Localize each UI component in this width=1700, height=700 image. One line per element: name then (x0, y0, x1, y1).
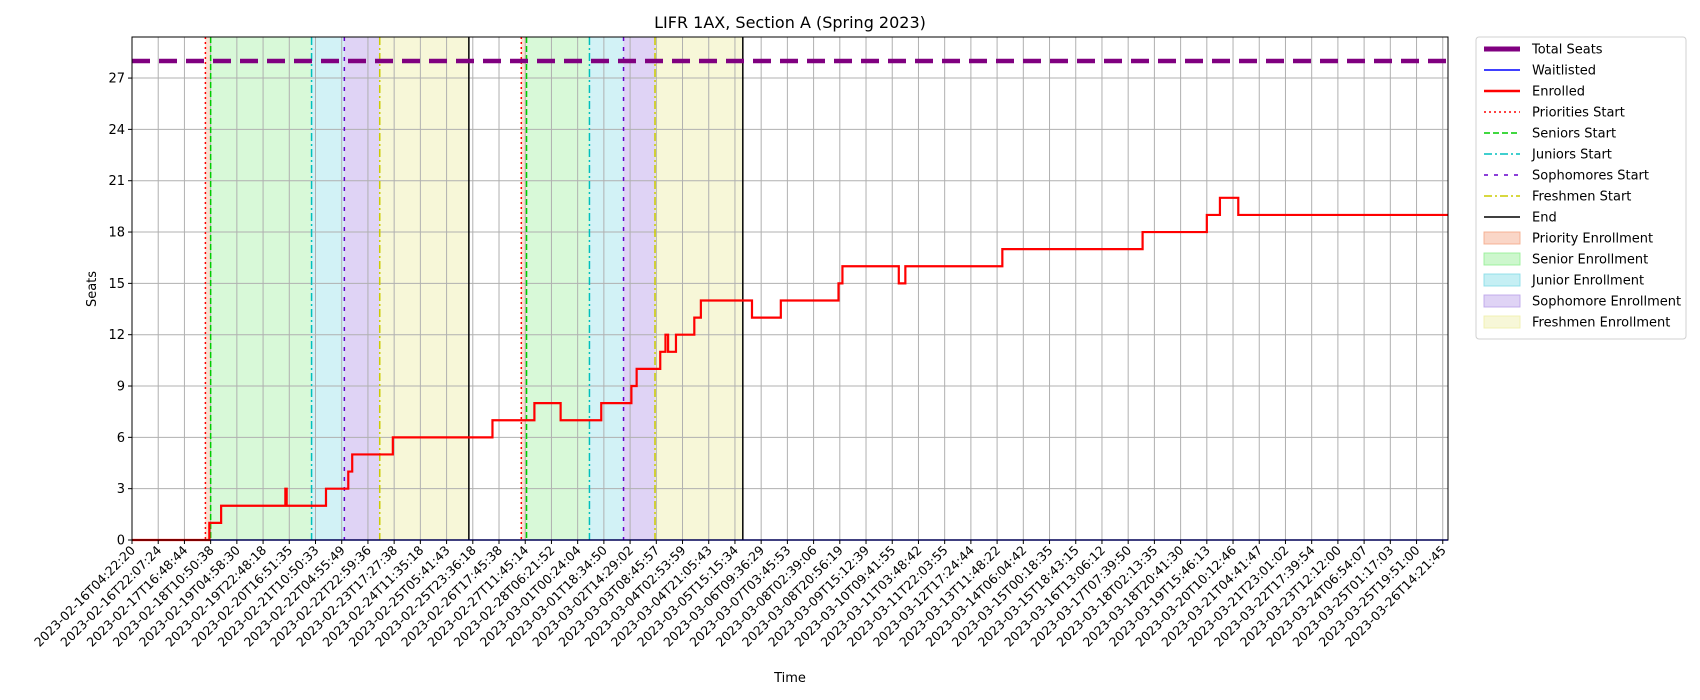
y-tick-label: 24 (108, 123, 125, 138)
legend-label: Priorities Start (1532, 106, 1625, 121)
legend-swatch (1483, 252, 1521, 266)
phase-regions (205, 37, 743, 540)
phase-region (311, 37, 345, 540)
legend-label: Juniors Start (1531, 148, 1612, 163)
legend-swatch (1483, 231, 1521, 245)
legend-label: Freshmen Start (1532, 190, 1631, 205)
phase-region (379, 37, 469, 540)
y-tick-label: 12 (108, 328, 125, 343)
legend-swatch (1483, 294, 1521, 308)
legend-label: Junior Enrollment (1531, 274, 1644, 289)
legend-label: Sophomores Start (1532, 169, 1649, 184)
legend-label: Sophomore Enrollment (1532, 295, 1681, 310)
legend-swatch (1483, 315, 1521, 329)
y-tick-label: 9 (117, 380, 125, 395)
y-tick-label: 6 (117, 431, 125, 446)
phase-region (210, 37, 312, 540)
legend-label: Total Seats (1531, 43, 1603, 58)
phase-region (521, 37, 527, 540)
phase-region (654, 37, 743, 540)
legend-label: Priority Enrollment (1532, 232, 1653, 247)
y-tick-label: 18 (108, 226, 125, 241)
legend-label: Enrolled (1532, 85, 1585, 100)
legend-label: End (1532, 211, 1557, 226)
y-tick-label: 0 (117, 534, 125, 549)
phase-region (344, 37, 380, 540)
legend-label: Seniors Start (1532, 127, 1616, 142)
x-axis-label: Time (773, 671, 806, 686)
chart-title: LIFR 1AX, Section A (Spring 2023) (654, 13, 926, 32)
y-tick-label: 3 (117, 482, 125, 497)
x-axis: 2023-02-16T04:22:202023-02-16T22:07:2420… (31, 540, 1449, 650)
y-axis: 0 3 6 9 12 15 18 21 24 27 (108, 72, 132, 549)
plot-frame (131, 36, 1449, 541)
y-tick-label: 15 (108, 277, 125, 292)
legend-box (1475, 36, 1687, 340)
y-axis-label: Seats (85, 271, 100, 307)
y-tick-label: 27 (108, 72, 125, 87)
legend-label: Senior Enrollment (1532, 253, 1648, 268)
series-line (132, 196, 1448, 542)
legend: Total Seats Waitlisted Enrolled Priorities … (1475, 36, 1687, 340)
y-tick-label: 21 (108, 174, 125, 189)
legend-label: Waitlisted (1532, 64, 1596, 79)
legend-label: Freshmen Enrollment (1532, 316, 1670, 331)
phase-region (623, 37, 655, 540)
phase-region (526, 37, 590, 540)
legend-swatch (1483, 273, 1521, 287)
phase-lines (204, 37, 744, 540)
phase-region (589, 37, 624, 540)
phase-region (205, 37, 211, 540)
